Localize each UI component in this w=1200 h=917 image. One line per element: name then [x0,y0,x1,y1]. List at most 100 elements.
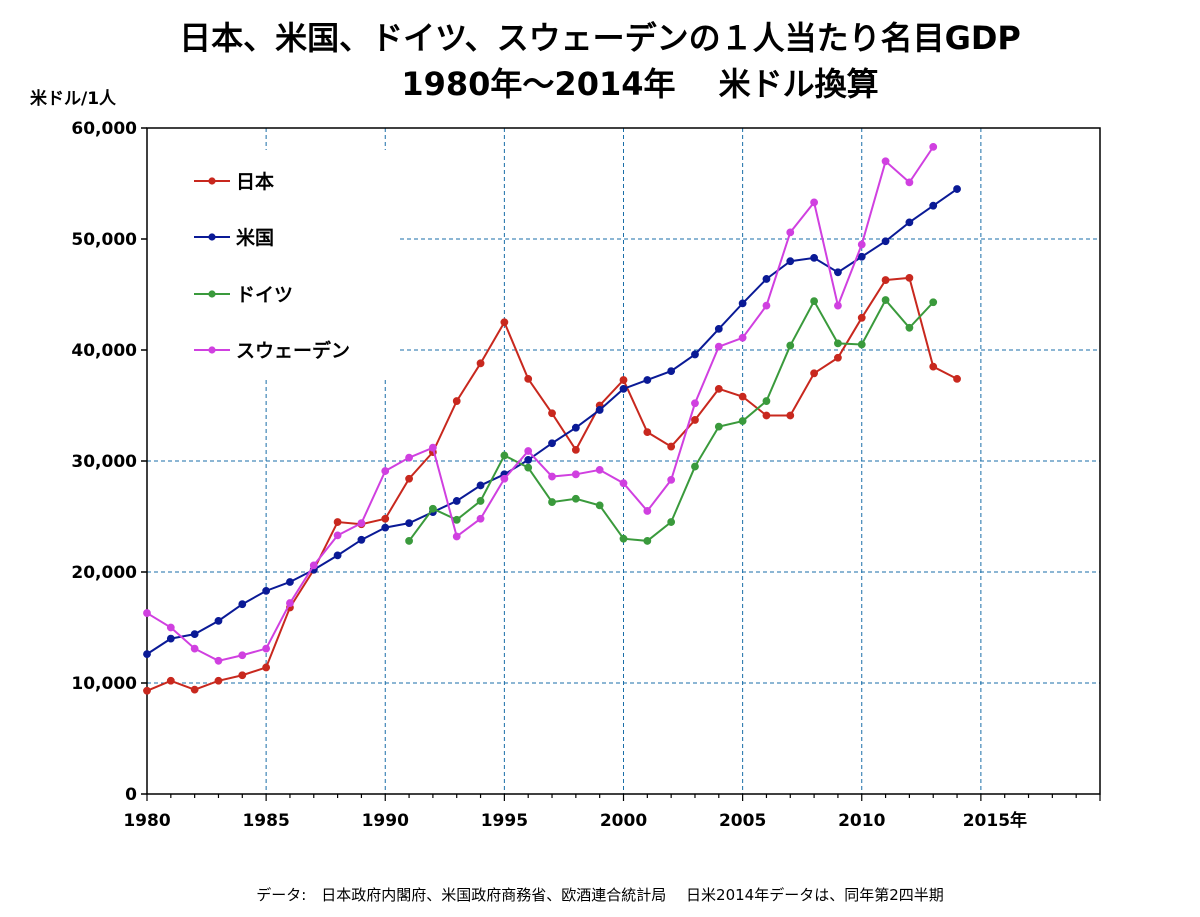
data-point [571,445,580,454]
legend-entry: スウェーデン [194,339,350,362]
data-point [238,651,247,660]
data-point [810,297,818,306]
grid-lines [147,128,1100,794]
x-tick-label: 1980 [123,811,170,831]
data-point [262,586,271,595]
data-point [214,656,223,665]
data-point [905,218,914,227]
data-point [643,428,652,437]
data-point [810,369,818,378]
x-tick-label: 1990 [362,811,409,831]
data-point [524,374,533,383]
data-point [381,514,390,523]
data-point [810,198,818,207]
data-point [762,301,771,310]
series-lines [143,142,961,695]
data-point [571,494,580,503]
data-point [857,340,866,349]
data-point [929,362,938,371]
data-point [905,323,914,332]
data-point [405,519,413,528]
y-tick-label: 10,000 [71,674,137,694]
data-point [262,663,271,672]
data-point [428,443,437,452]
data-point [500,451,509,460]
data-point [714,422,723,431]
legend-label: ドイツ [236,284,293,306]
data-point [476,514,485,523]
data-point [762,411,771,420]
chart-subtitle: 1980年～2014年 米ドル換算 [401,65,879,103]
data-point [834,339,842,348]
data-point [524,447,533,455]
y-tick-label: 30,000 [71,452,137,472]
data-point [524,455,533,464]
data-point [619,376,628,384]
line-chart: 0 10,000 20,000 30,000 40,000 50,000 60,000 198… [71,119,1101,831]
y-tick-label: 40,000 [71,341,137,361]
data-point [166,623,175,632]
data-point [857,313,866,322]
series-4 [143,142,938,665]
legend-swatch-marker [208,346,216,354]
data-point [476,359,485,368]
data-point [333,551,342,560]
legend-label: 日本 [236,170,274,193]
data-point [857,240,866,249]
series-line [146,188,958,655]
data-point [714,342,723,351]
data-point [881,157,890,166]
data-point [881,296,890,304]
data-point [238,671,247,680]
data-point [905,178,914,187]
data-point [238,600,247,609]
data-point [595,465,604,474]
data-point [309,561,318,570]
data-point [714,325,723,333]
data-point [738,417,747,425]
data-point [405,537,413,545]
data-point [714,384,723,393]
data-point [619,384,628,393]
data-point [667,367,676,375]
data-point [643,507,652,515]
x-tick-label: 2015年 [963,810,1027,831]
x-tick-label: 1985 [242,811,289,831]
data-point [786,257,795,266]
data-point [834,268,842,277]
data-point [571,470,580,479]
series-2 [143,185,961,659]
y-tick-label: 50,000 [71,230,137,250]
data-point [691,462,699,471]
data-point [929,201,938,210]
data-point [286,599,294,607]
data-point [834,301,842,310]
data-point [143,650,151,659]
legend-swatch-marker [208,233,216,241]
data-point [619,479,628,488]
data-point [667,475,676,484]
series-1 [143,273,961,695]
legend-label: スウェーデン [236,339,350,362]
data-point [571,423,580,432]
data-point [691,416,699,424]
data-point [262,644,271,653]
data-point [143,686,151,695]
data-point [786,341,795,350]
data-point [667,518,676,526]
data-point [667,442,676,451]
legend-entry: ドイツ [194,284,293,306]
data-point [405,453,413,462]
data-point [881,276,890,284]
data-point [166,676,175,685]
data-point [619,534,628,543]
data-point [357,535,366,544]
x-tick-label: 2005 [719,811,766,831]
data-point [476,497,485,505]
data-point [548,439,556,448]
chart-title: 日本、米国、ドイツ、スウェーデンの１人当たり名目GDP [179,19,1021,57]
data-point [643,376,652,384]
data-point [476,481,485,490]
data-point [190,630,199,639]
legend-entry: 米国 [194,226,274,249]
